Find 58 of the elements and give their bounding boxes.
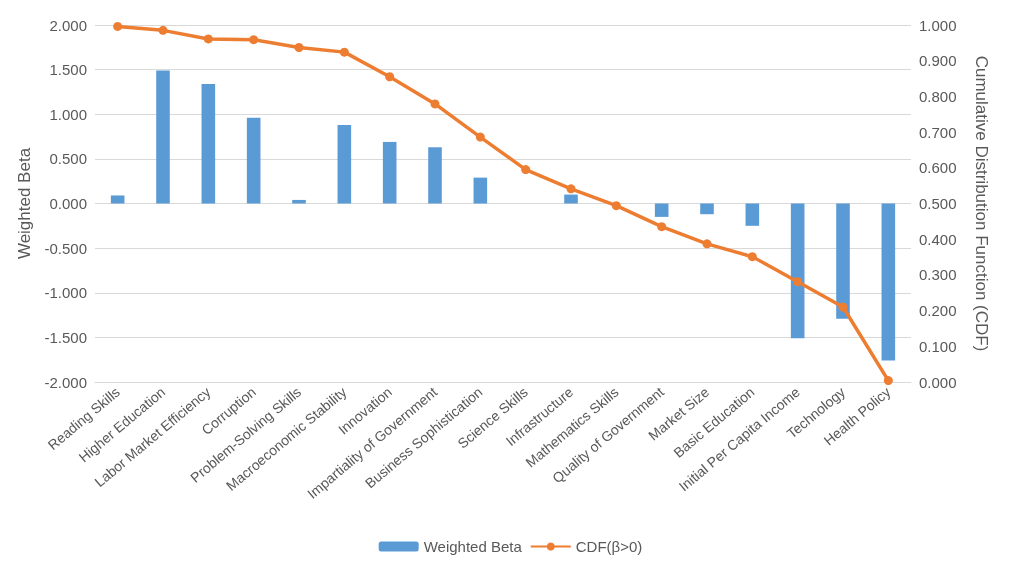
bar (790, 203, 805, 339)
legend-label: CDF(β>0) (575, 538, 643, 555)
point (566, 184, 576, 194)
bar (382, 141, 397, 204)
point (294, 42, 304, 52)
y-tick-label: -0.500 (44, 239, 87, 257)
y2-tick-label: 0.400 (919, 230, 957, 248)
point (385, 72, 395, 82)
bar (654, 203, 669, 217)
y2-tick-label: 0.100 (919, 337, 957, 355)
bar (700, 203, 714, 215)
y-tick-label: 0.000 (49, 195, 87, 212)
point (249, 35, 259, 45)
point (158, 25, 168, 35)
point (339, 47, 349, 57)
bar (201, 83, 216, 204)
point (702, 239, 712, 249)
point (883, 376, 893, 386)
y2-tick-label: 0.800 (919, 87, 957, 105)
y2-tick-label: 0.000 (919, 373, 957, 391)
bar (337, 124, 352, 204)
bar (428, 147, 442, 204)
y-tick-label: 2.000 (49, 16, 87, 34)
bar (246, 117, 261, 204)
y2-tick-label: 0.300 (919, 266, 957, 284)
y-tick-label: -1.500 (44, 328, 87, 346)
point (657, 222, 667, 232)
y-tick-label: 1.000 (49, 105, 87, 123)
bar (473, 177, 488, 204)
bar (836, 203, 850, 319)
bar (881, 203, 896, 361)
bar (745, 203, 760, 226)
y-tick-label: -1.000 (44, 284, 87, 302)
point (611, 201, 621, 211)
bar (156, 70, 170, 204)
point (430, 99, 440, 109)
y2-tick-label: 0.500 (919, 195, 957, 212)
y-tick-label: 1.500 (49, 61, 87, 79)
point (113, 21, 123, 31)
bar (110, 195, 125, 204)
legend-label: Weighted Beta (423, 538, 523, 555)
bar (564, 194, 578, 204)
point (475, 132, 485, 142)
point (838, 302, 848, 312)
bar (292, 199, 306, 204)
y2-tick-label: 0.200 (919, 302, 957, 320)
y2-axis-title: Cumulative Distribution Function (CDF) (972, 55, 991, 352)
point (203, 34, 213, 44)
y2-tick-label: 1.000 (919, 16, 957, 34)
point (521, 165, 531, 175)
y-axis-title: Weighted Beta (15, 147, 34, 260)
y2-tick-label: 0.900 (919, 52, 957, 70)
y2-tick-label: 0.600 (919, 159, 957, 177)
y-tick-label: -2.000 (44, 373, 87, 391)
y-tick-label: 0.500 (49, 150, 87, 168)
point (747, 252, 757, 262)
y2-tick-label: 0.700 (919, 123, 957, 141)
point (793, 277, 803, 287)
